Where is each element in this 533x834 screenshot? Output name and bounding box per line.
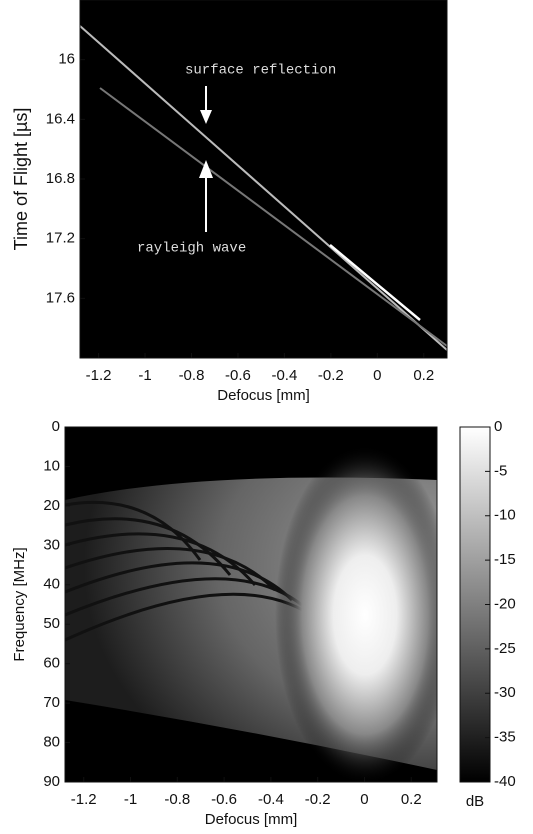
y-tick-label: 17.2 (46, 230, 75, 247)
image-background (80, 0, 447, 358)
y-tick-label: 16.4 (46, 110, 75, 127)
annotation: rayleigh wave (137, 241, 246, 257)
x-axis-label: Defocus [mm] (217, 387, 310, 404)
x-tick-label: 0.2 (413, 367, 434, 384)
arrow-head (200, 110, 212, 124)
y-tick-label: 20 (43, 497, 60, 514)
axes-frame (64, 426, 438, 783)
annotation: surface reflection (185, 63, 336, 79)
x-axis-label: Defocus [mm] (205, 811, 298, 828)
glow (275, 445, 437, 782)
y-tick-label: 50 (43, 615, 60, 632)
echo-line (79, 25, 448, 351)
y-axis-label: Time of Flight [µs] (11, 108, 31, 251)
x-tick-label: -1.2 (71, 791, 97, 808)
y-tick-label: 16 (58, 51, 75, 68)
x-tick-label: -0.4 (271, 367, 297, 384)
x-tick-label: -0.4 (258, 791, 284, 808)
x-tick-label: -1.2 (86, 367, 112, 384)
x-tick-label: -0.2 (318, 367, 344, 384)
y-tick-label: 60 (43, 655, 60, 672)
echo-line (329, 244, 421, 321)
colorbar-tick-label: -25 (494, 640, 516, 657)
x-tick-label: -0.8 (179, 367, 205, 384)
colorbar-tick-label: -20 (494, 595, 516, 612)
colorbar-tick-label: -35 (494, 729, 516, 746)
colorbar-tick-label: -40 (494, 773, 516, 790)
y-tick-label: 70 (43, 694, 60, 711)
x-tick-label: -1 (138, 367, 151, 384)
colorbar-tick-label: -30 (494, 684, 516, 701)
x-tick-label: -0.6 (225, 367, 251, 384)
x-tick-label: -1 (124, 791, 137, 808)
y-tick-label: 10 (43, 457, 60, 474)
echo-line (99, 87, 448, 347)
x-tick-label: 0 (373, 367, 381, 384)
y-tick-label: 40 (43, 576, 60, 593)
y-tick-label: 16.8 (46, 170, 75, 187)
x-tick-label: 0.2 (401, 791, 422, 808)
colorbar-tick-label: 0 (494, 418, 502, 435)
x-tick-label: -0.8 (164, 791, 190, 808)
colorbar-tick-label: -15 (494, 551, 516, 568)
arrow-head (199, 160, 213, 178)
y-tick-label: 90 (43, 773, 60, 790)
y-tick-label: 80 (43, 734, 60, 751)
y-tick-label: 17.6 (46, 289, 75, 306)
x-tick-label: 0 (360, 791, 368, 808)
colorbar-tick-label: -5 (494, 462, 507, 479)
colorbar-label: dB (466, 793, 484, 810)
y-axis-label: Frequency [MHz] (11, 547, 28, 661)
x-tick-label: -0.2 (305, 791, 331, 808)
y-tick-label: 30 (43, 536, 60, 553)
colorbar-tick-label: -10 (494, 507, 516, 524)
spectrum-image (65, 427, 437, 782)
x-tick-label: -0.6 (211, 791, 237, 808)
y-tick-label: 0 (52, 418, 60, 435)
